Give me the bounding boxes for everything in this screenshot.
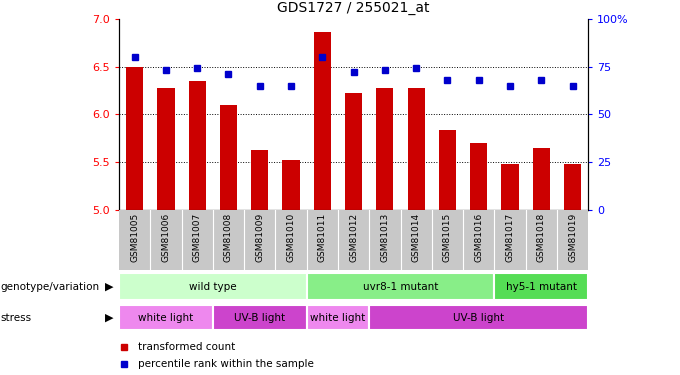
Text: ▶: ▶ (105, 282, 114, 292)
Bar (470, 143, 488, 210)
Bar (307, 305, 369, 330)
Text: GSM81016: GSM81016 (474, 213, 483, 262)
Bar (313, 32, 331, 210)
Bar (439, 130, 456, 210)
Text: GSM81019: GSM81019 (568, 213, 577, 262)
Title: GDS1727 / 255021_at: GDS1727 / 255021_at (277, 1, 430, 15)
Text: GSM81014: GSM81014 (411, 213, 421, 262)
Text: GSM81013: GSM81013 (380, 213, 390, 262)
Bar (345, 93, 362, 210)
Bar (369, 305, 588, 330)
Bar (376, 88, 394, 210)
Bar (282, 160, 300, 210)
Text: uvr8-1 mutant: uvr8-1 mutant (363, 282, 438, 292)
Bar (119, 273, 307, 300)
Bar (157, 88, 175, 210)
Text: white light: white light (310, 313, 366, 323)
Text: white light: white light (138, 313, 194, 323)
Text: GSM81011: GSM81011 (318, 213, 327, 262)
Text: stress: stress (1, 313, 32, 323)
Text: GSM81006: GSM81006 (161, 213, 171, 262)
Text: GSM81015: GSM81015 (443, 213, 452, 262)
Bar (307, 273, 494, 300)
Text: percentile rank within the sample: percentile rank within the sample (138, 359, 313, 369)
Text: ▶: ▶ (105, 313, 114, 323)
Text: GSM81007: GSM81007 (192, 213, 202, 262)
Bar (213, 305, 307, 330)
Bar (126, 67, 143, 210)
Bar (220, 105, 237, 210)
Bar (251, 150, 269, 210)
Text: GSM81018: GSM81018 (537, 213, 546, 262)
Bar (407, 88, 425, 210)
Text: hy5-1 mutant: hy5-1 mutant (506, 282, 577, 292)
Bar (119, 305, 213, 330)
Bar (501, 164, 519, 210)
Text: UV-B light: UV-B light (453, 313, 505, 323)
Bar (532, 148, 550, 210)
Bar (494, 273, 588, 300)
Text: GSM81010: GSM81010 (286, 213, 296, 262)
Text: GSM81009: GSM81009 (255, 213, 265, 262)
Text: UV-B light: UV-B light (234, 313, 286, 323)
Bar (564, 164, 581, 210)
Text: GSM81008: GSM81008 (224, 213, 233, 262)
Text: wild type: wild type (189, 282, 237, 292)
Text: GSM81005: GSM81005 (130, 213, 139, 262)
Text: GSM81017: GSM81017 (505, 213, 515, 262)
Text: genotype/variation: genotype/variation (1, 282, 100, 292)
Text: GSM81012: GSM81012 (349, 213, 358, 262)
Text: transformed count: transformed count (138, 342, 235, 352)
Bar (188, 81, 206, 210)
